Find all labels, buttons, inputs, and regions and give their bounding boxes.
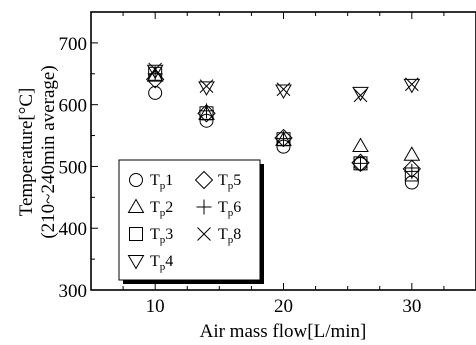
data-point-tp2-26 bbox=[352, 137, 369, 153]
y-tick-label: 400 bbox=[59, 219, 88, 240]
legend-marker-tp6 bbox=[196, 199, 212, 215]
legend-item-tp5: Tp5 bbox=[194, 170, 241, 192]
legend-item-tp8: Tp8 bbox=[197, 226, 241, 246]
data-point-tp6-20 bbox=[276, 131, 291, 147]
data-point-tp5-20 bbox=[274, 128, 293, 148]
legend-marker-tp4 bbox=[127, 255, 145, 270]
legend-item-tp2: Tp2 bbox=[127, 198, 173, 219]
legend-marker-tp3 bbox=[129, 227, 143, 241]
data-point-tp4-26 bbox=[352, 86, 369, 102]
x-tick-label: 10 bbox=[146, 296, 165, 317]
data-point-tp5-26 bbox=[351, 153, 370, 172]
legend-item-tp3: Tp3 bbox=[129, 226, 173, 246]
y-tick-label: 300 bbox=[59, 281, 88, 302]
data-markers bbox=[145, 62, 422, 190]
legend-marker-tp8 bbox=[197, 227, 211, 241]
legend-label: Tp2 bbox=[150, 199, 173, 219]
y-tick-label: 500 bbox=[59, 157, 88, 178]
data-point-tp5-10 bbox=[145, 70, 165, 89]
data-point-tp6-26 bbox=[353, 155, 368, 171]
legend-label: Tp1 bbox=[150, 172, 173, 192]
data-point-tp8-10 bbox=[148, 62, 163, 77]
data-point-tp4-14 bbox=[198, 81, 215, 96]
legend-label: Tp3 bbox=[150, 226, 173, 246]
axis-ticks bbox=[91, 12, 445, 291]
data-point-tp1-10 bbox=[148, 85, 163, 100]
data-point-tp8-14 bbox=[199, 79, 214, 93]
y-axis-label-line1: Temperature[°C] bbox=[16, 88, 37, 217]
legend-marker-tp2 bbox=[127, 198, 145, 213]
legend-marker-tp1 bbox=[129, 173, 143, 187]
data-point-tp4-10 bbox=[146, 64, 164, 80]
legend-marker-tp5 bbox=[194, 170, 214, 190]
legend-label: Tp5 bbox=[218, 172, 241, 192]
data-point-tp4-30 bbox=[403, 78, 421, 94]
legend-label: Tp4 bbox=[150, 253, 173, 273]
x-axis-label: Air mass flow[L/min] bbox=[200, 321, 367, 342]
data-point-tp6-30 bbox=[404, 163, 420, 179]
data-point-tp4-20 bbox=[275, 84, 292, 99]
legend-label: Tp6 bbox=[218, 199, 241, 219]
legend-item-tp1: Tp1 bbox=[129, 172, 173, 192]
x-tick-label: 20 bbox=[274, 296, 293, 317]
data-point-tp8-20 bbox=[276, 82, 291, 97]
legend-label: Tp8 bbox=[218, 226, 241, 246]
legend-item-tp4: Tp4 bbox=[127, 253, 173, 273]
legend-item-tp6: Tp6 bbox=[196, 199, 241, 219]
data-point-tp8-30 bbox=[404, 77, 419, 92]
legend: Tp1 Tp5 Tp2 Tp6 Tp3 Tp8 Tp4 bbox=[118, 159, 264, 284]
axis-tick-labels: 10 20 30 300 400 500 600 700 bbox=[59, 34, 422, 317]
y-tick-label: 700 bbox=[59, 34, 88, 55]
data-point-tp6-14 bbox=[199, 103, 214, 119]
y-axis-label-line2: (210~240min average) bbox=[38, 65, 59, 238]
data-point-tp8-26 bbox=[353, 88, 368, 103]
data-point-tp2-30 bbox=[403, 146, 421, 161]
y-tick-label: 600 bbox=[59, 96, 88, 117]
x-tick-label: 30 bbox=[402, 296, 421, 317]
